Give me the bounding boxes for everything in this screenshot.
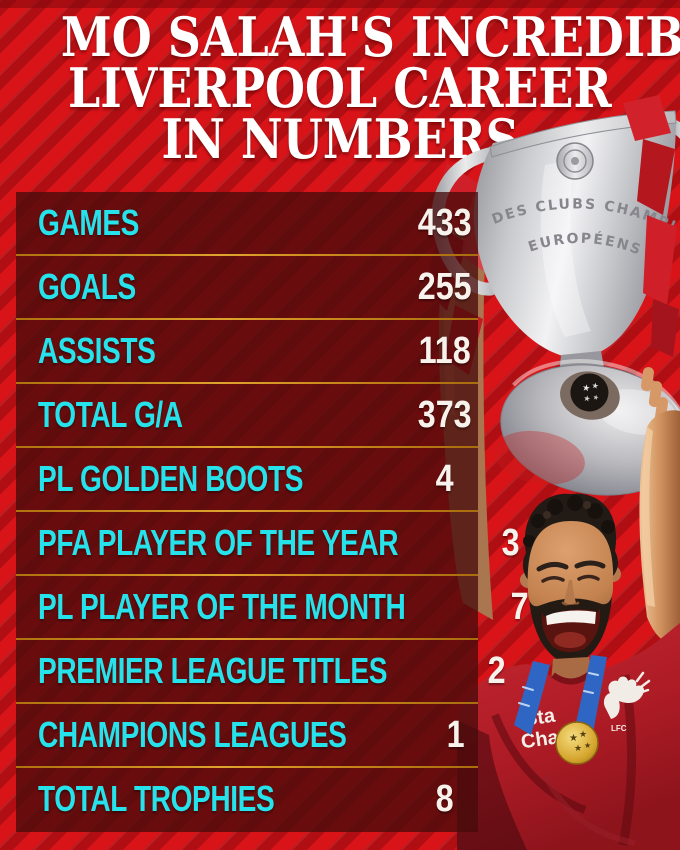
stat-value: 2 xyxy=(487,649,506,692)
uefa-emblem-icon xyxy=(556,142,594,180)
winners-medal: ★ ★ ★ ★ xyxy=(514,655,607,765)
stat-label: CHAMPIONS LEAGUES xyxy=(38,714,347,755)
page-title: MO SALAH'S INCREDIBLE LIVERPOOL CAREER I… xyxy=(0,5,680,171)
stat-label: PREMIER LEAGUE TITLES xyxy=(38,650,388,691)
stat-row-goals: GOALS 255 xyxy=(16,256,478,318)
svg-text:★: ★ xyxy=(583,394,592,404)
stat-value: 255 xyxy=(418,265,472,308)
stat-label: GAMES xyxy=(38,202,140,243)
stat-value: 8 xyxy=(436,777,454,820)
stat-row-champions-leagues: CHAMPIONS LEAGUES 1 xyxy=(16,704,478,766)
salah-right-arm xyxy=(639,410,680,647)
title-line-1: MO SALAH'S INCREDIBLE xyxy=(60,5,680,69)
stat-row-games: GAMES 433 xyxy=(16,192,478,254)
title-line-3: IN NUMBERS xyxy=(161,107,519,171)
stat-label: GOALS xyxy=(38,266,136,307)
stat-value: 373 xyxy=(418,393,472,436)
top-dark-band xyxy=(0,0,680,8)
salah-head xyxy=(520,493,621,665)
row-divider xyxy=(16,510,478,512)
stat-row-total-trophies: TOTAL TROPHIES 8 xyxy=(16,768,478,830)
stat-row-player-of-month: PL PLAYER OF THE MONTH 7 xyxy=(16,576,529,638)
row-divider xyxy=(16,638,478,640)
stat-value: 4 xyxy=(436,457,454,500)
stat-label: TOTAL G/A xyxy=(38,394,183,435)
row-divider xyxy=(16,318,478,320)
row-divider xyxy=(16,574,478,576)
row-divider xyxy=(16,446,478,448)
stat-label: TOTAL TROPHIES xyxy=(38,778,275,819)
stat-label: PL PLAYER OF THE MONTH xyxy=(38,586,406,627)
stat-label: PL GOLDEN BOOTS xyxy=(38,458,304,499)
title-line-2: LIVERPOOL CAREER xyxy=(68,56,612,120)
gold-medal-icon xyxy=(555,721,599,765)
starball-underside-icon xyxy=(570,373,609,412)
stat-label: ASSISTS xyxy=(38,330,156,371)
trophy-ribbon-right xyxy=(623,95,679,357)
stat-value: 7 xyxy=(510,585,529,628)
stat-label: PFA PLAYER OF THE YEAR xyxy=(38,522,399,563)
row-divider xyxy=(16,254,478,256)
svg-text:★: ★ xyxy=(592,393,600,402)
stat-row-pfa-player: PFA PLAYER OF THE YEAR 3 xyxy=(16,512,519,574)
svg-text:★: ★ xyxy=(579,729,587,739)
row-divider xyxy=(16,382,478,384)
stat-value: 1 xyxy=(446,713,465,756)
svg-text:LFC: LFC xyxy=(611,724,627,733)
stat-row-assists: ASSISTS 118 xyxy=(16,320,478,382)
liver-bird-icon: LFC xyxy=(603,671,651,733)
stat-row-total-ga: TOTAL G/A 373 xyxy=(16,384,478,446)
salah-mouth xyxy=(541,604,601,653)
stat-value: 118 xyxy=(418,329,472,372)
svg-text:★: ★ xyxy=(591,381,600,391)
stat-row-pl-titles: PREMIER LEAGUE TITLES 2 xyxy=(16,640,505,702)
salah-shirt: Sta Charte LFC ★ ★ ★ ★ xyxy=(457,623,680,850)
trophy-bowl xyxy=(473,115,676,356)
svg-text:★: ★ xyxy=(584,741,591,750)
stats-panel: GAMES 433 GOALS 255 ASSISTS 118 TOTAL G/… xyxy=(16,192,529,832)
stat-value: 3 xyxy=(501,521,520,564)
row-divider xyxy=(16,702,478,704)
stat-value: 433 xyxy=(418,201,472,244)
svg-text:★: ★ xyxy=(574,743,582,753)
row-divider xyxy=(16,766,478,768)
svg-text:★: ★ xyxy=(569,733,578,744)
svg-text:★: ★ xyxy=(581,382,591,393)
stat-row-golden-boots: PL GOLDEN BOOTS 4 xyxy=(16,448,478,510)
